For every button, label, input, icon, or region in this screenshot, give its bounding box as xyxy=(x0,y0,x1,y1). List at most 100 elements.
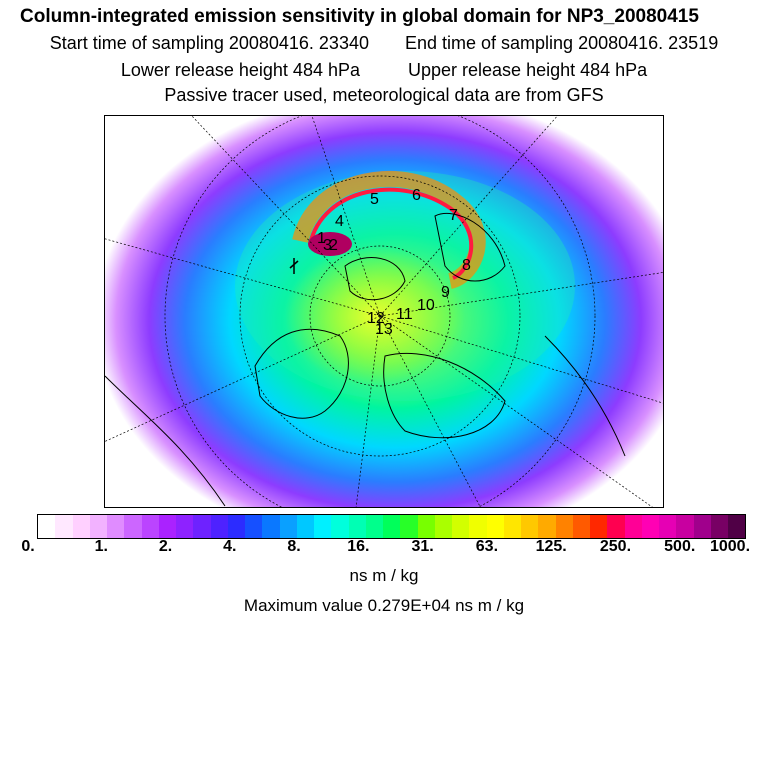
colorbar-swatch xyxy=(89,515,107,538)
coastline xyxy=(105,375,226,507)
colorbar-tick-label: 125. xyxy=(535,538,567,555)
trajectory-label: 12 xyxy=(367,310,385,327)
colorbar-swatch xyxy=(245,515,263,538)
coastline xyxy=(434,212,506,282)
trajectory-label: 5 xyxy=(370,191,379,208)
sampling-times: Start time of sampling 20080416. 23340 En… xyxy=(0,33,768,54)
release-heights: Lower release height 484 hPa Upper releas… xyxy=(0,60,768,81)
colorbar-swatch xyxy=(624,515,642,538)
colorbar-tick-label: 1. xyxy=(94,538,108,555)
colorbar-swatch xyxy=(314,515,332,538)
colorbar-swatch xyxy=(538,515,556,538)
colorbar-swatch xyxy=(434,515,452,538)
colorbar-swatch xyxy=(365,515,383,538)
colorbar-swatch xyxy=(383,515,401,538)
tracer-note: Passive tracer used, meteorological data… xyxy=(164,85,604,105)
colorbar-swatch xyxy=(400,515,418,538)
latitude-circle xyxy=(164,116,596,507)
colorbar-swatch xyxy=(107,515,125,538)
colorbar-tick-label: 16. xyxy=(347,538,370,555)
trajectory-label: 10 xyxy=(417,297,435,314)
colorbar-swatch xyxy=(417,515,435,538)
colorbar-swatch xyxy=(348,515,366,538)
meridian xyxy=(311,116,381,317)
meridian xyxy=(191,116,381,317)
trajectory-labels: 1 2 3 4 5 6 7 8 9 10 11 12 13 xyxy=(317,187,471,338)
trajectory-label: 4 xyxy=(335,213,344,230)
trajectory-label: 11 xyxy=(396,306,413,323)
colorbar-tick-label: 8. xyxy=(287,538,301,555)
plume-path xyxy=(308,187,474,280)
colorbar-swatch xyxy=(331,515,349,538)
meridian xyxy=(355,315,381,507)
colorbar-swatch xyxy=(676,515,694,538)
colorbar-swatch xyxy=(710,515,728,538)
end-time-label: End time of sampling 20080416. 23519 xyxy=(404,33,719,53)
plume-path-outer xyxy=(292,171,486,289)
colorbar-swatch xyxy=(555,515,573,538)
trajectory-label: 8 xyxy=(462,257,471,274)
colorbar-swatch xyxy=(158,515,176,538)
trajectory-label: 2 xyxy=(329,237,338,254)
release-location-marker xyxy=(289,258,299,274)
meridian xyxy=(379,315,663,404)
colorbar-swatch xyxy=(728,515,746,538)
meridian xyxy=(105,315,381,442)
coastline xyxy=(383,352,506,439)
colorbar-tick-label: 0. xyxy=(21,538,35,555)
colorbar-swatch xyxy=(227,515,245,538)
colorbar-swatch xyxy=(296,515,314,538)
latitude-circle xyxy=(239,175,521,457)
meridian xyxy=(379,116,558,317)
colorbar-swatch xyxy=(590,515,608,538)
polar-map: 1 2 3 4 5 6 7 8 9 10 11 12 13 xyxy=(104,115,664,508)
coastline xyxy=(344,257,406,301)
colorbar-swatch xyxy=(503,515,521,538)
colorbar-swatch xyxy=(72,515,90,538)
colorbar-tick-label: 250. xyxy=(599,538,632,555)
colorbar-swatch xyxy=(659,515,677,538)
trajectory-label: 7 xyxy=(449,207,458,224)
colorbar-swatch xyxy=(176,515,194,538)
map-svg: 1 2 3 4 5 6 7 8 9 10 11 12 13 xyxy=(105,116,663,507)
coastlines xyxy=(105,212,626,507)
colorbar-tick-label: 31. xyxy=(411,538,434,555)
colorbar-tick-label: 500. xyxy=(664,538,696,555)
start-time-label: Start time of sampling 20080416. 23340 xyxy=(49,33,369,53)
latitude-circle xyxy=(309,245,451,387)
meridian xyxy=(379,315,481,507)
colorbar-swatch xyxy=(469,515,487,538)
meridian xyxy=(379,272,663,317)
lower-release-label: Lower release height 484 hPa xyxy=(120,60,360,80)
trajectory-label: 1 xyxy=(317,230,326,247)
maximum-value: Maximum value 0.279E+04 ns m / kg xyxy=(243,596,525,615)
colorbar-swatch xyxy=(210,515,228,538)
upper-release-label: Upper release height 484 hPa xyxy=(408,60,648,80)
plume-source xyxy=(308,232,352,256)
colorbar-swatch xyxy=(279,515,297,538)
colorbar-swatch xyxy=(452,515,470,538)
colorbar-units: ns m / kg xyxy=(349,566,419,585)
colorbar-tick-label: 1000. xyxy=(709,538,751,555)
graticule xyxy=(105,116,663,507)
trajectory-label: 6 xyxy=(412,187,421,204)
colorbar-tick-label: 4. xyxy=(223,538,237,555)
colorbar-swatch xyxy=(521,515,539,538)
colorbar-swatch xyxy=(607,515,625,538)
coastline xyxy=(254,328,349,419)
colorbar-swatch xyxy=(641,515,659,538)
colorbar-swatch xyxy=(124,515,142,538)
colorbar-tick-label: 2. xyxy=(158,538,173,555)
sensitivity-pole xyxy=(285,246,465,386)
plot-title: Column-integrated emission sensitivity i… xyxy=(20,6,699,27)
colorbar-tick-label: 63. xyxy=(475,538,499,555)
colorbar-swatch xyxy=(262,515,280,538)
colorbar-swatch xyxy=(55,515,73,538)
colorbar-swatch xyxy=(193,515,211,538)
coastline xyxy=(544,335,626,457)
colorbar-swatch xyxy=(38,515,56,538)
trajectory-label: 3 xyxy=(323,237,332,254)
colorbar-swatch xyxy=(572,515,590,538)
trajectory-label: 13 xyxy=(375,321,393,338)
trajectory-label: 9 xyxy=(441,284,450,301)
